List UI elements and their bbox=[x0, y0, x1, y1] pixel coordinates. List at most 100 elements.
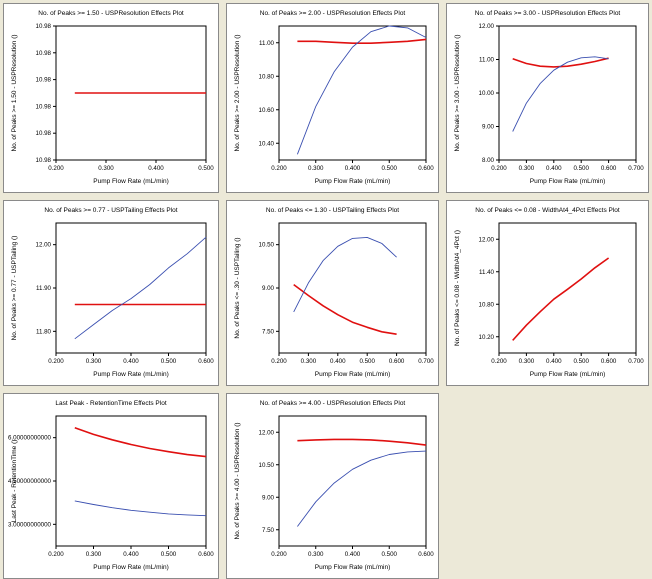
x-tick-label: 0.600 bbox=[418, 165, 434, 172]
y-axis-label: No. of Peaks <= .30 - USPTailing () bbox=[234, 237, 241, 338]
x-tick-label: 0.600 bbox=[198, 551, 214, 558]
y-axis-label: No. of Peaks >= 1.50 - USPResolution () bbox=[11, 34, 18, 151]
chart-title: No. of Peaks >= 4.00 - USPResolution Eff… bbox=[260, 400, 406, 407]
x-tick-label: 0.500 bbox=[382, 165, 398, 172]
x-tick-label: 0.300 bbox=[308, 165, 324, 172]
chart-svg: No. of Peaks >= 0.77 - USPTailing Effect… bbox=[11, 207, 214, 378]
x-tick-label: 0.400 bbox=[123, 551, 139, 558]
x-tick-label: 0.200 bbox=[48, 165, 64, 172]
plot-frame bbox=[55, 415, 207, 547]
y-tick-label: 12.00 bbox=[479, 236, 495, 243]
chart-svg: No. of Peaks >= 4.00 - USPResolution Eff… bbox=[234, 400, 434, 571]
series-line-secondary bbox=[74, 236, 207, 340]
x-tick-label: 0.500 bbox=[573, 358, 589, 365]
chart-svg: No. of Peaks >= 2.00 - USPResolution Eff… bbox=[234, 10, 434, 185]
x-tick-label: 0.400 bbox=[546, 358, 562, 365]
y-tick-label: 11.00 bbox=[259, 40, 275, 47]
x-tick-label: 0.200 bbox=[48, 551, 64, 558]
x-tick-label: 0.700 bbox=[628, 358, 644, 365]
y-tick-label: 7.50 bbox=[262, 328, 275, 335]
plot-frame bbox=[498, 25, 637, 161]
x-tick-label: 0.200 bbox=[491, 165, 507, 172]
y-axis-label: No. of Peaks >= 4.00 - USPResolution () bbox=[234, 422, 241, 539]
chart-svg: No. of Peaks <= 0.08 - WidthAt4_4Pct Eff… bbox=[454, 207, 644, 378]
plot-frame bbox=[278, 222, 427, 354]
series-line-primary bbox=[512, 57, 609, 68]
x-tick-label: 0.600 bbox=[601, 165, 617, 172]
plot-frame bbox=[278, 415, 427, 547]
y-axis-label: No. of Peaks >= 2.00 - USPResolution () bbox=[234, 34, 241, 151]
panel-5[interactable]: No. of Peaks <= 1.30 - USPTailing Effect… bbox=[226, 200, 439, 386]
y-tick-label: 10.98 bbox=[36, 77, 52, 84]
y-tick-label: 10.98 bbox=[36, 103, 52, 110]
panel-3[interactable]: No. of Peaks >= 3.00 - USPResolution Eff… bbox=[446, 3, 649, 193]
y-tick-label: 12.00 bbox=[36, 242, 52, 249]
y-tick-label: 10.50 bbox=[259, 242, 275, 249]
panel-4[interactable]: No. of Peaks >= 0.77 - USPTailing Effect… bbox=[3, 200, 219, 386]
y-tick-label: 10.20 bbox=[479, 334, 495, 341]
plot-frame bbox=[55, 222, 207, 354]
x-tick-label: 0.500 bbox=[161, 358, 177, 365]
y-tick-label: 10.80 bbox=[479, 301, 495, 308]
x-tick-label: 0.300 bbox=[308, 551, 324, 558]
y-tick-label: 6.00000000000 bbox=[8, 435, 52, 442]
chart-title: No. of Peaks <= 0.08 - WidthAt4_4Pct Eff… bbox=[475, 207, 620, 214]
x-axis-label: Pump Flow Rate (mL/min) bbox=[315, 178, 391, 185]
x-tick-label: 0.400 bbox=[345, 551, 361, 558]
x-axis-label: Pump Flow Rate (mL/min) bbox=[93, 371, 169, 378]
panel-7[interactable]: Last Peak - RetentionTime Effects Plot 0.… bbox=[3, 393, 219, 579]
y-tick-label: 9.00 bbox=[262, 494, 275, 501]
y-tick-label: 9.00 bbox=[262, 285, 275, 292]
y-tick-label: 10.98 bbox=[36, 130, 52, 137]
x-tick-label: 0.300 bbox=[519, 358, 535, 365]
x-tick-label: 0.200 bbox=[48, 358, 64, 365]
x-axis-label: Pump Flow Rate (mL/min) bbox=[93, 564, 169, 571]
chart-title: Last Peak - RetentionTime Effects Plot bbox=[55, 400, 166, 407]
x-tick-label: 0.200 bbox=[491, 358, 507, 365]
x-tick-label: 0.200 bbox=[271, 165, 287, 172]
x-tick-label: 0.400 bbox=[123, 358, 139, 365]
plot-frame bbox=[498, 222, 637, 354]
x-tick-label: 0.600 bbox=[389, 358, 405, 365]
x-tick-label: 0.600 bbox=[601, 358, 617, 365]
x-tick-label: 0.300 bbox=[519, 165, 535, 172]
x-tick-label: 0.400 bbox=[546, 165, 562, 172]
y-tick-label: 10.40 bbox=[259, 140, 275, 147]
y-tick-label: 10.50 bbox=[259, 462, 275, 469]
y-tick-label: 11.00 bbox=[479, 57, 495, 64]
series-line-primary bbox=[297, 438, 427, 446]
panel-1[interactable]: No. of Peaks >= 1.50 - USPResolution Eff… bbox=[3, 3, 219, 193]
series-line-secondary bbox=[296, 25, 427, 155]
x-tick-label: 0.600 bbox=[198, 358, 214, 365]
x-axis-label: Pump Flow Rate (mL/min) bbox=[315, 564, 391, 571]
y-tick-label: 3.00000000000 bbox=[8, 521, 52, 528]
series-line-primary bbox=[293, 283, 397, 335]
x-tick-label: 0.300 bbox=[301, 358, 317, 365]
y-tick-label: 10.98 bbox=[36, 50, 52, 57]
y-tick-label: 7.50 bbox=[262, 527, 275, 534]
chart-svg: No. of Peaks >= 1.50 - USPResolution Eff… bbox=[11, 10, 214, 185]
x-tick-label: 0.300 bbox=[86, 551, 102, 558]
x-tick-label: 0.700 bbox=[418, 358, 434, 365]
y-tick-label: 8.00 bbox=[482, 157, 495, 164]
panel-8[interactable]: No. of Peaks >= 4.00 - USPResolution Eff… bbox=[226, 393, 439, 579]
series-line-primary bbox=[74, 426, 207, 458]
series-line-secondary bbox=[74, 500, 207, 517]
x-tick-label: 0.500 bbox=[359, 358, 375, 365]
panel-6[interactable]: No. of Peaks <= 0.08 - WidthAt4_4Pct Eff… bbox=[446, 200, 649, 386]
x-tick-label: 0.400 bbox=[330, 358, 346, 365]
y-tick-label: 10.98 bbox=[36, 23, 52, 30]
series-line-secondary bbox=[512, 56, 609, 132]
x-axis-label: Pump Flow Rate (mL/min) bbox=[530, 178, 606, 185]
y-tick-label: 10.98 bbox=[36, 157, 52, 164]
y-tick-label: 11.80 bbox=[36, 328, 52, 335]
y-tick-label: 4.50000000000 bbox=[8, 478, 52, 485]
y-tick-label: 10.00 bbox=[479, 90, 495, 97]
panel-2[interactable]: No. of Peaks >= 2.00 - USPResolution Eff… bbox=[226, 3, 439, 193]
chart-title: No. of Peaks >= 1.50 - USPResolution Eff… bbox=[38, 10, 184, 17]
x-tick-label: 0.400 bbox=[345, 165, 361, 172]
x-axis-label: Pump Flow Rate (mL/min) bbox=[315, 371, 391, 378]
y-tick-label: 12.00 bbox=[259, 429, 275, 436]
chart-svg: No. of Peaks >= 3.00 - USPResolution Eff… bbox=[454, 10, 644, 185]
